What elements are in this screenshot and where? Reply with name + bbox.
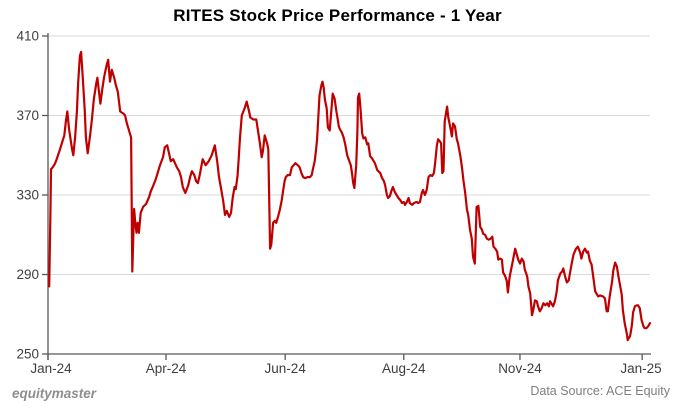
y-tick-label: 330: [16, 188, 39, 203]
x-tick-label: Apr-24: [146, 361, 187, 376]
y-tick-label: 250: [16, 347, 39, 362]
data-source-note: Data Source: ACE Equity: [530, 384, 670, 398]
y-tick-label: 410: [16, 29, 39, 44]
x-tick-label: Aug-24: [382, 361, 426, 376]
x-tick-label: Nov-24: [498, 361, 542, 376]
y-tick-label: 370: [16, 108, 39, 123]
x-tick-label: Jan-24: [30, 361, 72, 376]
y-tick-label: 290: [16, 267, 39, 282]
x-tick-label: Jan-25: [620, 361, 661, 376]
equitymaster-logo: equitymaster: [12, 386, 97, 401]
price-line: [48, 50, 652, 342]
chart-title: RITES Stock Price Performance - 1 Year: [173, 6, 502, 25]
x-tick-label: Jun-24: [265, 361, 307, 376]
